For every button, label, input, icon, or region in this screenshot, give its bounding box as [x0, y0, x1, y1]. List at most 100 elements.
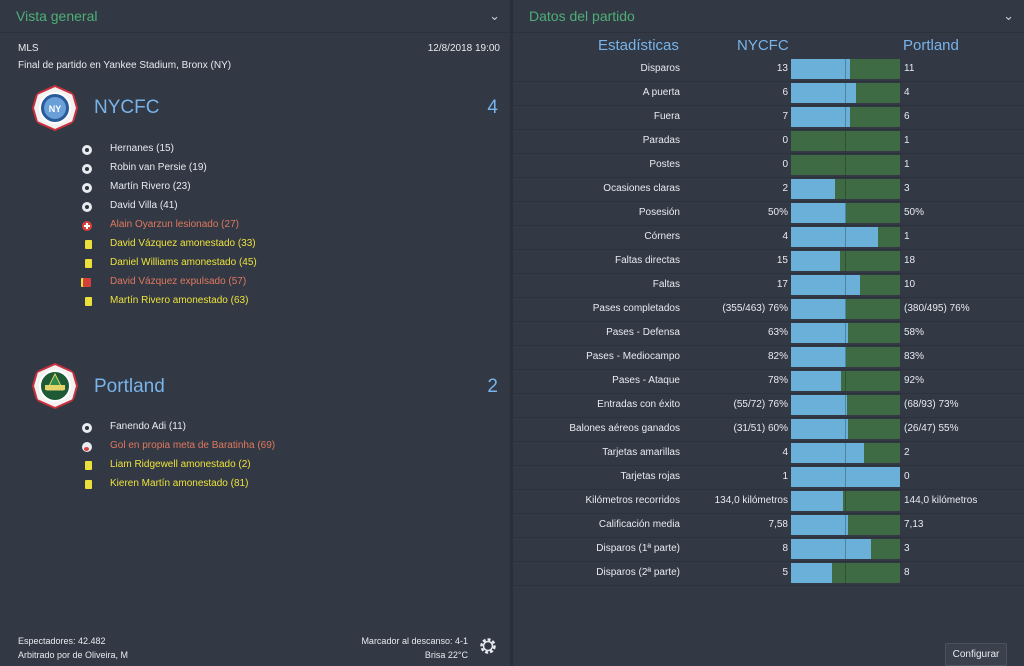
bar-midline: [845, 395, 846, 415]
stat-away-value: 50%: [904, 207, 925, 218]
bar-midline: [845, 275, 846, 295]
stat-home-value: 63%: [767, 327, 788, 338]
yellow-card-icon: [85, 297, 92, 306]
stat-label: Ocasiones claras: [603, 183, 680, 194]
stat-away-value: 1: [904, 231, 910, 242]
yellow-card-icon: [85, 240, 92, 249]
away-score: 2: [487, 376, 498, 397]
stat-away-value: 83%: [904, 351, 925, 362]
stat-away-value: 1: [904, 135, 910, 146]
stat-row: Posesión 50% 50%: [513, 201, 1024, 226]
stat-home-share-fill: [791, 107, 850, 127]
own-goal-icon: [82, 442, 92, 452]
bar-midline: [845, 299, 846, 319]
match-event[interactable]: Gol en propia meta de Baratinha (69): [110, 440, 276, 451]
match-event[interactable]: Liam Ridgewell amonestado (2): [110, 459, 251, 470]
match-event[interactable]: Fanendo Adi (11): [110, 421, 186, 432]
stat-comparison-bar: [791, 491, 900, 511]
stat-row: A puerta 6 4: [513, 81, 1024, 106]
match-event[interactable]: Hernanes (15): [110, 143, 174, 154]
stat-label: Posesión: [638, 207, 680, 218]
weather-gear-icon[interactable]: [478, 636, 498, 656]
stat-away-value: 2: [904, 447, 910, 458]
stat-comparison-bar: [791, 203, 900, 223]
match-event[interactable]: David Vázquez expulsado (57): [110, 276, 247, 287]
stat-label: Pases - Mediocampo: [586, 351, 680, 362]
stat-comparison-bar: [791, 179, 900, 199]
yellow-card-icon: [85, 480, 92, 489]
stat-row: Disparos 13 11: [513, 57, 1024, 82]
bar-midline: [845, 107, 846, 127]
stat-home-share-fill: [791, 83, 856, 103]
stat-home-value: 50%: [767, 207, 788, 218]
stat-away-value: 0: [904, 471, 910, 482]
stat-comparison-bar: [791, 323, 900, 343]
bar-midline: [845, 467, 846, 487]
bar-midline: [845, 227, 846, 247]
home-team-name[interactable]: NYCFC: [94, 97, 160, 118]
portland-badge-icon[interactable]: [32, 363, 78, 409]
match-event[interactable]: Robin van Persie (19): [110, 162, 207, 173]
stat-row: Calificación media 7,58 7,13: [513, 513, 1024, 538]
goal-ball-icon: [82, 164, 92, 174]
stat-home-share-fill: [791, 299, 846, 319]
red-card-icon: [83, 278, 91, 287]
stat-comparison-bar: [791, 59, 900, 79]
stat-home-value: (55/72) 76%: [733, 399, 788, 410]
stat-comparison-bar: [791, 83, 900, 103]
stat-row: Ocasiones claras 2 3: [513, 177, 1024, 202]
stat-away-value: 10: [904, 279, 916, 290]
chevron-down-icon[interactable]: ⌄: [1003, 8, 1014, 23]
match-event[interactable]: Martín Rivero amonestado (63): [110, 295, 249, 306]
stat-label: Tarjetas rojas: [620, 471, 680, 482]
stat-comparison-bar: [791, 275, 900, 295]
stat-label: Disparos (2ª parte): [596, 567, 680, 578]
stat-home-share-fill: [791, 371, 841, 391]
match-event[interactable]: Kieren Martín amonestado (81): [110, 478, 249, 489]
stat-row: Tarjetas amarillas 4 2: [513, 441, 1024, 466]
stat-label: Faltas directas: [614, 255, 680, 266]
bar-midline: [845, 515, 846, 535]
bar-midline: [845, 323, 846, 343]
venue-label: Final de partido en Yankee Stadium, Bron…: [18, 60, 232, 71]
match-event[interactable]: David Villa (41): [110, 200, 178, 211]
stat-home-value: 82%: [767, 351, 788, 362]
stat-home-share-fill: [791, 179, 835, 199]
stat-home-value: 0: [782, 135, 788, 146]
bar-midline: [845, 251, 846, 271]
configure-button[interactable]: Configurar: [945, 643, 1007, 666]
nycfc-badge-icon[interactable]: NY: [32, 85, 78, 131]
match-stats-panel: Datos del partido ⌄ Estadísticas NYCFC P…: [513, 0, 1024, 666]
away-team-name[interactable]: Portland: [94, 376, 165, 397]
goal-ball-icon: [82, 145, 92, 155]
match-event[interactable]: Martín Rivero (23): [110, 181, 191, 192]
stat-home-share-fill: [791, 419, 848, 439]
match-event[interactable]: Alain Oyarzun lesionado (27): [110, 219, 239, 230]
stat-label: Córners: [644, 231, 680, 242]
stat-home-share-fill: [791, 203, 846, 223]
stat-row: Faltas 17 10: [513, 273, 1024, 298]
goal-ball-icon: [82, 183, 92, 193]
stat-away-value: 4: [904, 87, 910, 98]
stat-comparison-bar: [791, 155, 900, 175]
stat-home-value: 5: [782, 567, 788, 578]
stat-away-value: 3: [904, 183, 910, 194]
match-event[interactable]: Daniel Williams amonestado (45): [110, 257, 257, 268]
match-event[interactable]: David Vázquez amonestado (33): [110, 238, 256, 249]
stat-home-share-fill: [791, 539, 871, 559]
stat-away-value: (26/47) 55%: [904, 423, 959, 434]
stat-comparison-bar: [791, 395, 900, 415]
stat-home-share-fill: [791, 323, 848, 343]
bar-midline: [845, 83, 846, 103]
stat-away-value: (380/495) 76%: [904, 303, 970, 314]
stat-label: Pases - Defensa: [606, 327, 680, 338]
competition-label: MLS: [18, 43, 39, 54]
stat-home-value: 4: [782, 231, 788, 242]
chevron-down-icon[interactable]: ⌄: [489, 8, 500, 23]
stat-home-value: (31/51) 60%: [733, 423, 788, 434]
stat-comparison-bar: [791, 419, 900, 439]
stat-home-value: (355/463) 76%: [722, 303, 788, 314]
stat-away-value: 144,0 kilómetros: [904, 495, 978, 506]
match-stats-title: Datos del partido: [529, 8, 635, 24]
stat-home-share-fill: [791, 395, 847, 415]
